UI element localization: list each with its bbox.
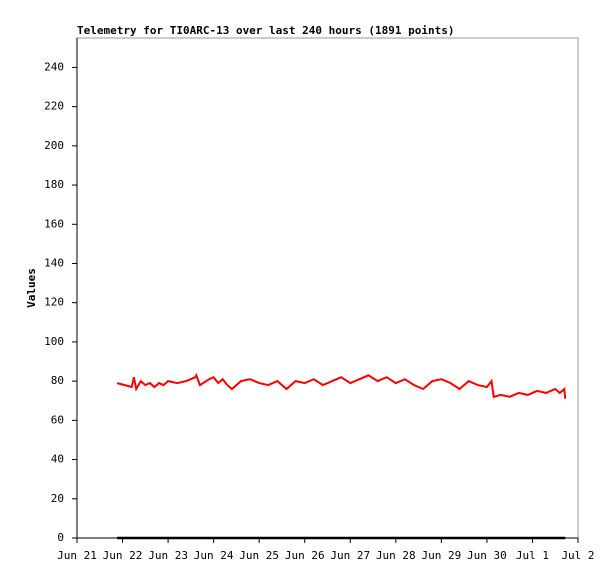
x-tick-label: Jul 1 bbox=[516, 549, 549, 562]
y-axis-label: Values bbox=[25, 268, 38, 308]
y-tick-label: 20 bbox=[51, 492, 64, 505]
chart-title: Telemetry for TI0ARC-13 over last 240 ho… bbox=[77, 24, 455, 37]
x-tick-label: Jun 30 bbox=[467, 549, 507, 562]
y-tick-label: 180 bbox=[44, 178, 64, 191]
x-tick-label: Jun 22 bbox=[103, 549, 143, 562]
y-tick-label: 240 bbox=[44, 60, 64, 73]
y-tick-label: 60 bbox=[51, 413, 64, 426]
x-tick-label: Jun 26 bbox=[285, 549, 325, 562]
x-tick-label: Jul 2 bbox=[561, 549, 594, 562]
y-tick-label: 120 bbox=[44, 296, 64, 309]
y-tick-label: 0 bbox=[57, 531, 64, 544]
x-tick-label: Jun 24 bbox=[194, 549, 234, 562]
x-tick-label: Jun 29 bbox=[421, 549, 461, 562]
plot-frame bbox=[76, 37, 579, 539]
x-tick-label: Jun 28 bbox=[376, 549, 416, 562]
y-tick-label: 200 bbox=[44, 139, 64, 152]
x-tick-label: Jun 25 bbox=[239, 549, 279, 562]
y-tick-label: 80 bbox=[51, 374, 64, 387]
x-tick-label: Jun 23 bbox=[148, 549, 188, 562]
y-tick-label: 40 bbox=[51, 453, 64, 466]
x-tick-label: Jun 21 bbox=[57, 549, 97, 562]
y-tick-label: 140 bbox=[44, 256, 64, 269]
y-tick-label: 100 bbox=[44, 335, 64, 348]
x-tick-label: Jun 27 bbox=[330, 549, 370, 562]
y-tick-label: 160 bbox=[44, 217, 64, 230]
y-tick-label: 220 bbox=[44, 100, 64, 113]
data-line bbox=[116, 372, 567, 399]
